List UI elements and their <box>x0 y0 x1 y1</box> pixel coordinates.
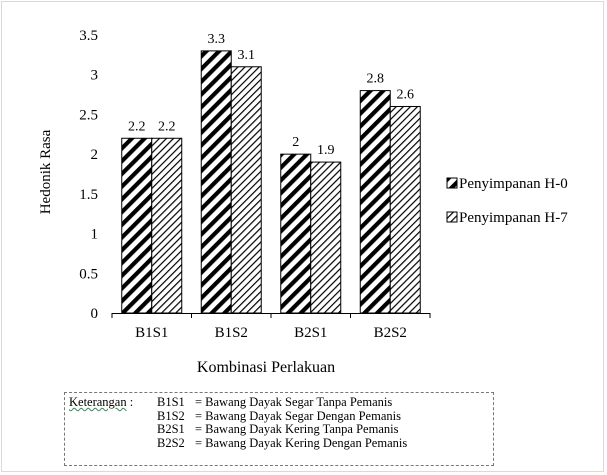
keterangan-label: Keterangan <box>69 395 127 409</box>
note-text: = Bawang Dayak Segar Dengan Pemanis <box>195 408 401 423</box>
data-label: 2.2 <box>128 119 146 134</box>
bar-b1s2-h0 <box>200 50 232 314</box>
y-axis-title: Hedonik Rasa <box>38 129 54 214</box>
note-text: = Bawang Dayak Segar Tanpa Pemanis <box>195 395 393 409</box>
note-code: B1S1 <box>157 395 185 409</box>
note-code: B1S2 <box>157 408 185 423</box>
legend-swatch <box>446 211 458 223</box>
legend-label: Penyimpanan H-7 <box>459 210 568 226</box>
x-tick-label: B1S2 <box>215 325 248 341</box>
note-text: = Bawang Dayak Kering Dengan Pemanis <box>195 435 408 450</box>
bar-b1s2-h7 <box>230 66 262 314</box>
data-label: 3.1 <box>238 48 256 63</box>
x-tick-label: B2S1 <box>294 325 327 341</box>
keterangan-row-4: B2S2 = Bawang Dayak Kering Dengan Pemanis <box>69 435 493 451</box>
x-tick-label: B2S2 <box>374 325 407 341</box>
note-code: B2S1 <box>157 422 185 436</box>
data-label: 3.3 <box>208 32 226 47</box>
data-label: 1.9 <box>317 143 335 158</box>
legend-swatch <box>446 177 458 189</box>
x-axis-title: Kombinasi Perlakuan <box>197 359 335 376</box>
bar-b2s1-h0 <box>280 153 312 314</box>
bar-b1s1-h0 <box>121 137 153 314</box>
bar-b1s1-h7 <box>151 137 183 314</box>
keterangan-box: Keterangan : B1S1 = Bawang Dayak Segar Tan… <box>64 392 494 466</box>
bar-b2s1-h7 <box>310 161 342 314</box>
x-tick-label: B1S1 <box>135 325 168 341</box>
note-text: = Bawang Dayak Kering Tanpa Pemanis <box>195 422 399 436</box>
y-tick-label: 1.5 <box>79 187 98 203</box>
note-code: B2S2 <box>157 435 185 450</box>
legend-label: Penyimpanan H-0 <box>459 176 568 192</box>
bar-b2s2-h0 <box>359 90 391 314</box>
data-label: 2.6 <box>397 87 415 102</box>
y-tick-label: 2 <box>91 147 99 163</box>
y-tick-label: 0.5 <box>79 266 98 282</box>
y-tick-label: 0 <box>91 306 99 322</box>
bar-b2s2-h7 <box>389 105 421 314</box>
y-tick-label: 2.5 <box>79 107 98 123</box>
data-label: 2 <box>292 135 299 150</box>
keterangan-row-1: Keterangan : B1S1 = Bawang Dayak Segar Tan… <box>69 395 393 409</box>
keterangan-row-3: B2S1 = Bawang Dayak Kering Tanpa Pemanis <box>69 422 493 437</box>
y-tick-label: 1 <box>91 227 99 243</box>
chart-legend: Penyimpanan H-0 Penyimpanan H-7 <box>446 176 568 226</box>
data-label: 2.2 <box>158 119 176 134</box>
y-tick-label: 3 <box>91 68 99 84</box>
y-tick-label: 3.5 <box>79 28 98 44</box>
data-label: 2.8 <box>367 72 385 87</box>
keterangan-row-2: B1S2 = Bawang Dayak Segar Dengan Pemanis <box>69 408 493 424</box>
